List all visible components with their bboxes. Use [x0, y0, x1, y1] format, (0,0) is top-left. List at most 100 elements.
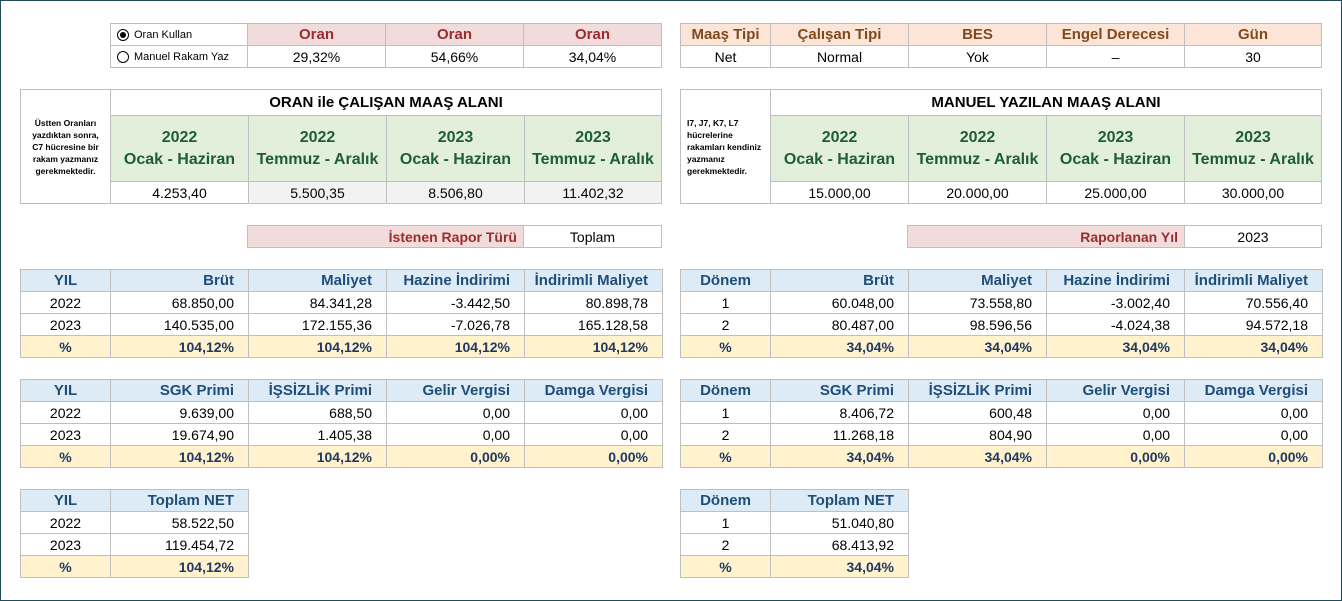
percent-cell: 34,04% — [908, 335, 1047, 358]
manuel-salary-input[interactable]: 20.000,00 — [908, 181, 1047, 204]
manuel-rakam-label: Manuel Rakam Yaz — [134, 50, 229, 63]
table-cell: 600,48 — [908, 401, 1047, 424]
column-header: Brüt — [770, 269, 909, 292]
table-cell: 80.487,00 — [770, 313, 909, 336]
column-header: YIL — [20, 379, 111, 402]
oran-salary-value: 8.506,80 — [386, 181, 525, 204]
column-header: İndirimli Maliyet — [524, 269, 663, 292]
table-cell: -3.002,40 — [1046, 291, 1185, 314]
percent-cell: 34,04% — [1184, 335, 1323, 358]
manuel-area-note: I7, J7, K7, L7 hücrelerine rakamları ken… — [680, 89, 771, 204]
manuel-salary-input[interactable]: 30.000,00 — [1184, 181, 1322, 204]
column-header: Dönem — [680, 379, 771, 402]
table-cell: -3.442,50 — [386, 291, 525, 314]
percent-cell: 104,12% — [110, 335, 249, 358]
percent-cell: 104,12% — [110, 445, 249, 468]
oran-area-note: Üstten Oranları yazdıktan sonra, C7 hücr… — [20, 89, 111, 204]
table-cell: 0,00 — [1184, 401, 1323, 424]
manuel-period-header: 2023 Ocak - Haziran — [1046, 115, 1185, 182]
maas-tipi-value[interactable]: Net — [680, 45, 771, 68]
oran-period-header: 2022 Ocak - Haziran — [110, 115, 249, 182]
column-header: İŞSİZLİK Primi — [908, 379, 1047, 402]
oran-period-header: 2023 Ocak - Haziran — [386, 115, 525, 182]
oran-area-title: ORAN ile ÇALIŞAN MAAŞ ALANI — [110, 89, 662, 116]
table-cell: 19.674,90 — [110, 423, 249, 446]
table-cell: 165.128,58 — [524, 313, 663, 336]
engel-derecesi-value[interactable]: – — [1046, 45, 1185, 68]
oran-value-cell[interactable]: 29,32% — [247, 45, 386, 68]
table-cell: 0,00 — [386, 401, 525, 424]
table-cell: 8.406,72 — [770, 401, 909, 424]
column-header: Damga Vergisi — [1184, 379, 1323, 402]
maas-tipi-header: Maaş Tipi — [680, 23, 771, 46]
percent-cell: 34,04% — [1046, 335, 1185, 358]
table-cell: 1.405,38 — [248, 423, 387, 446]
report-year-label: Raporlanan Yıl — [907, 225, 1185, 248]
manuel-period-header: 2023 Temmuz - Aralık — [1184, 115, 1322, 182]
percent-cell: 104,12% — [248, 335, 387, 358]
manuel-rakam-option[interactable]: Manuel Rakam Yaz — [110, 45, 248, 68]
radio-unselected-icon[interactable] — [117, 50, 129, 63]
percent-cell: % — [680, 555, 771, 578]
oran-period-header: 2022 Temmuz - Aralık — [248, 115, 387, 182]
gun-value[interactable]: 30 — [1184, 45, 1322, 68]
table-cell: 0,00 — [1046, 401, 1185, 424]
column-header: Gelir Vergisi — [386, 379, 525, 402]
report-year-select[interactable]: 2023 — [1184, 225, 1322, 248]
table-cell: 119.454,72 — [110, 533, 249, 556]
oran-header: Oran — [385, 23, 524, 46]
manuel-salary-input[interactable]: 25.000,00 — [1046, 181, 1185, 204]
gun-header: Gün — [1184, 23, 1322, 46]
column-header: Maliyet — [248, 269, 387, 292]
radio-selected-icon[interactable] — [117, 28, 129, 41]
column-header: SGK Primi — [770, 379, 909, 402]
table-cell: 0,00 — [1184, 423, 1323, 446]
table-cell: 0,00 — [1046, 423, 1185, 446]
column-header: YIL — [20, 269, 111, 292]
report-type-select[interactable]: Toplam — [523, 225, 662, 248]
oran-period-header: 2023 Temmuz - Aralık — [524, 115, 662, 182]
oran-salary-value: 5.500,35 — [248, 181, 387, 204]
column-header: Toplam NET — [110, 489, 249, 512]
percent-cell: 34,04% — [908, 445, 1047, 468]
report-type-label: İstenen Rapor Türü — [247, 225, 524, 248]
percent-cell: 104,12% — [110, 555, 249, 578]
oran-value-cell[interactable]: 34,04% — [523, 45, 662, 68]
oran-header: Oran — [247, 23, 386, 46]
manuel-salary-input[interactable]: 15.000,00 — [770, 181, 909, 204]
column-header: Dönem — [680, 269, 771, 292]
table-cell: -7.026,78 — [386, 313, 525, 336]
percent-cell: 104,12% — [248, 445, 387, 468]
column-header: Toplam NET — [770, 489, 909, 512]
table-cell: 0,00 — [524, 401, 663, 424]
percent-cell: 0,00% — [1184, 445, 1323, 468]
table-cell: 140.535,00 — [110, 313, 249, 336]
manuel-area-title: MANUEL YAZILAN MAAŞ ALANI — [770, 89, 1322, 116]
table-cell: 2022 — [20, 511, 111, 534]
percent-cell: 34,04% — [770, 335, 909, 358]
table-cell: 94.572,18 — [1184, 313, 1323, 336]
table-cell: 51.040,80 — [770, 511, 909, 534]
table-cell: 2 — [680, 423, 771, 446]
oran-header: Oran — [523, 23, 662, 46]
table-cell: 2023 — [20, 313, 111, 336]
table-cell: 11.268,18 — [770, 423, 909, 446]
table-cell: 2 — [680, 313, 771, 336]
table-cell: 98.596,56 — [908, 313, 1047, 336]
column-header: İŞSİZLİK Primi — [248, 379, 387, 402]
table-cell: 1 — [680, 291, 771, 314]
calisan-tipi-value[interactable]: Normal — [770, 45, 909, 68]
oran-kullan-label: Oran Kullan — [134, 28, 193, 41]
oran-salary-input[interactable]: 4.253,40 — [110, 181, 249, 204]
engel-derecesi-header: Engel Derecesi — [1046, 23, 1185, 46]
oran-kullan-option[interactable]: Oran Kullan — [110, 23, 248, 46]
percent-cell: 34,04% — [770, 555, 909, 578]
percent-cell: 0,00% — [524, 445, 663, 468]
oran-value-cell[interactable]: 54,66% — [385, 45, 524, 68]
bes-value[interactable]: Yok — [908, 45, 1047, 68]
table-cell: 2022 — [20, 291, 111, 314]
table-cell: 0,00 — [386, 423, 525, 446]
table-cell: 80.898,78 — [524, 291, 663, 314]
table-cell: 172.155,36 — [248, 313, 387, 336]
table-cell: 73.558,80 — [908, 291, 1047, 314]
